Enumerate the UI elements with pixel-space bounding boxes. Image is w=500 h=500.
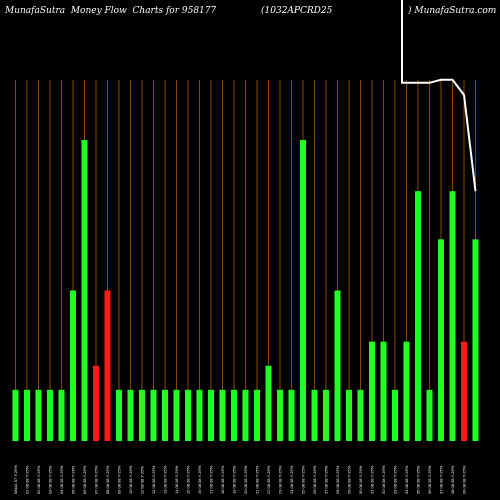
- bar: [162, 389, 168, 441]
- bar: [208, 389, 214, 441]
- x-tick-label: 03 08 08 Y-25%: [48, 465, 53, 494]
- x-tick-label: 34 08 08 Y-25%: [404, 465, 409, 494]
- x-tick-label: 18 08 08 Y-25%: [220, 465, 225, 494]
- bar: [185, 389, 191, 441]
- bar: [300, 140, 306, 441]
- bar: [369, 341, 375, 441]
- x-tick-label: 17 08 08 Y-25%: [209, 465, 214, 494]
- bar: [127, 389, 134, 441]
- x-tick-label: 01 08 08 Y-25%: [25, 465, 30, 494]
- x-tick-label: 07 08 08 Y-25%: [94, 465, 99, 494]
- x-tick-label: 09 08 08 Y-25%: [117, 465, 122, 494]
- x-tick-label: 23 08 08 Y-25%: [278, 465, 283, 494]
- x-tick-label: 35 08 08 Y-25%: [416, 465, 421, 494]
- bar: [426, 389, 433, 441]
- bar: [242, 389, 249, 441]
- x-tick-label: 27 08 08 Y-25%: [324, 465, 329, 494]
- bar: [24, 389, 30, 441]
- x-tick-label: 16 08 08 Y-25%: [197, 465, 202, 494]
- x-tick-label: 15 08 08 Y-25%: [186, 465, 191, 494]
- chart-title: MunafaSutra Money Flow Charts for 958177…: [5, 6, 497, 20]
- bar: [116, 389, 122, 441]
- x-tick-label: 22 08 08 Y-25%: [266, 465, 271, 494]
- bar: [392, 389, 398, 441]
- bar: [288, 389, 295, 441]
- x-tick-label: 02 08 08 Y-25%: [36, 465, 41, 494]
- bar: [380, 341, 387, 441]
- bar: [93, 365, 99, 441]
- bar: [415, 191, 421, 441]
- chart-title-right: ) MunafaSutra.com: [408, 6, 497, 16]
- bar: [173, 389, 180, 441]
- bar: [334, 290, 341, 441]
- bar: [35, 389, 42, 441]
- bar: [58, 389, 65, 441]
- x-tick-label: 33 08 08 Y-25%: [393, 465, 398, 494]
- bar: [104, 290, 111, 441]
- bar: [461, 341, 467, 441]
- bar: [323, 389, 329, 441]
- price-line-path: [401, 0, 477, 192]
- bar: [254, 389, 260, 441]
- x-tick-label: 11 08 08 Y-25%: [140, 466, 145, 494]
- bars: [12, 140, 479, 441]
- x-tick-label: 08 08 08 Y-25%: [105, 465, 110, 494]
- bar: [81, 140, 88, 441]
- x-tick-label: 05 08 08 Y-26%: [71, 465, 76, 494]
- x-tick-label: 04 08 08 Y-25%: [59, 465, 64, 494]
- bar: [403, 341, 410, 441]
- x-tick-label: 28 08 08 Y-25%: [335, 465, 340, 494]
- x-tick-label: 21 08 08 Y-25%: [255, 465, 260, 494]
- x-tick-label: 37 08 08 Y-25%: [439, 465, 444, 494]
- x-tick-label: 31 08 08 Y-25%: [370, 465, 375, 494]
- x-tick-label: 13 08 08 Y-25%: [163, 465, 168, 494]
- bar: [47, 389, 53, 441]
- bar: [196, 389, 203, 441]
- x-tick-label: 30 08 08 Y-25%: [358, 465, 363, 494]
- x-tick-label: 12 08 08 Y-25%: [151, 465, 156, 494]
- chart-title-left: MunafaSutra Money Flow Charts for 958177: [5, 6, 217, 16]
- bar: [265, 365, 272, 441]
- x-tick-label: 38 08 08 Y-25%: [450, 465, 455, 494]
- x-tick-label: 19 08 08 Y-25%: [232, 465, 237, 494]
- bar: [346, 389, 352, 441]
- x-tick-label: 32 08 08 Y-25%: [381, 465, 386, 494]
- bar: [472, 239, 479, 441]
- bar: [438, 239, 444, 441]
- x-axis-labels: 08xx1 07 Y-25% 01 08 08 Y-25% 02 08 08 Y-2…: [13, 465, 467, 494]
- x-tick-label: 26 08 08 Y-25%: [312, 465, 317, 494]
- x-tick-label: 36 08 08 Y-25%: [427, 465, 432, 494]
- bar: [231, 389, 237, 441]
- bar: [219, 389, 226, 441]
- x-tick-label: 29 08 08 Y-25%: [347, 465, 352, 494]
- bar: [449, 191, 456, 441]
- x-tick-label: 06 08 08 Y-25%: [82, 465, 87, 494]
- bar: [139, 389, 145, 441]
- bar: [311, 389, 318, 441]
- bar: [12, 389, 19, 441]
- x-tick-label: 20 08 08 Y-25%: [243, 465, 248, 494]
- chart-title-mid: (1032APCRD25: [261, 6, 333, 16]
- x-tick-label: 08xx1 07 Y-25%: [13, 465, 18, 494]
- bar: [150, 389, 157, 441]
- bar: [70, 290, 76, 441]
- x-tick-label: 14 08 08 Y-25%: [174, 465, 179, 494]
- bar: [277, 389, 283, 441]
- x-tick-label: 24 08 08 Y-25%: [289, 465, 294, 494]
- x-tick-label: 25 08 08 Y-25%: [301, 465, 306, 494]
- x-tick-label: 39 08 08 Y-25%: [462, 465, 467, 494]
- bar: [357, 389, 364, 441]
- price-line: [401, 0, 477, 192]
- x-tick-label: 10 08 08 Y-25%: [128, 465, 133, 494]
